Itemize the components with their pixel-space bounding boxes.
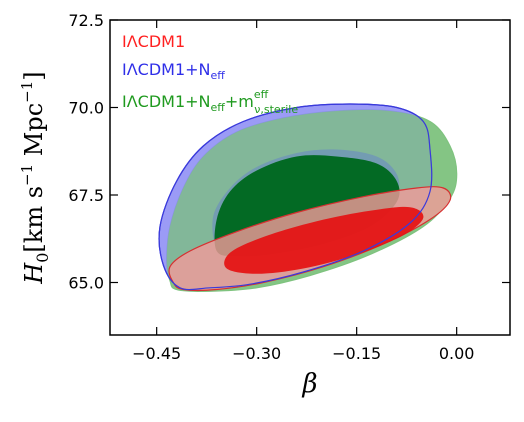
legend-entry-3-extra: +m (225, 92, 254, 111)
y-axis-units: [km s (20, 186, 48, 253)
y-axis-units-2: Mpc (20, 103, 48, 164)
y-axis-close: ] (20, 71, 48, 80)
legend-entry-ilcdm1: IΛCDM1 (122, 32, 185, 51)
x-tick-label: −0.30 (232, 344, 281, 363)
plot-frame (109, 19, 511, 336)
y-axis-exponent-1: −1 (18, 164, 36, 186)
y-axis-subscript: 0 (33, 253, 52, 263)
y-tick-label: 72.5 (68, 11, 104, 30)
x-axis-label: β (301, 369, 317, 399)
contour-red-inner (224, 206, 424, 274)
x-tick-label: 0.00 (439, 344, 475, 363)
legend-entry-ilcdm1-neff: IΛCDM1+Neff (122, 60, 225, 82)
y-axis-symbol: H (20, 262, 48, 285)
legend-entry-3-extra-sub: ν,sterile (254, 103, 298, 116)
y-tick-label: 65.0 (68, 274, 104, 293)
legend: IΛCDM1 IΛCDM1+Neff IΛCDM1+Neff+meff ν,ste… (122, 32, 298, 116)
y-axis-exponent-2: −1 (18, 81, 36, 103)
y-tick-label: 67.5 (68, 186, 104, 205)
legend-entry-ilcdm1-neff-sub: eff (211, 69, 226, 82)
legend-entry-3-sub: eff (211, 101, 226, 114)
y-tick-label: 70.0 (68, 99, 104, 118)
legend-entry-3-extra-sup: eff (254, 88, 269, 101)
contour-blue-outer-edge (158, 103, 433, 291)
y-axis-label: H0[km s−1 Mpc−1] (18, 71, 52, 284)
legend-entry-ilcdm1-neff-msterile: IΛCDM1+Neff+meff ν,sterile (122, 88, 298, 116)
x-tick-label: −0.15 (332, 344, 381, 363)
legend-entry-3-label: IΛCDM1+N (122, 92, 211, 111)
x-tick-label: −0.45 (132, 344, 181, 363)
legend-entry-ilcdm1-label: IΛCDM1 (122, 32, 185, 51)
legend-entry-ilcdm1-neff-label: IΛCDM1+N (122, 60, 211, 79)
contour-layer (158, 103, 458, 292)
tick-layer: −0.45 −0.30 −0.15 0.00 65.0 67.5 70.0 72.5 (68, 11, 510, 363)
